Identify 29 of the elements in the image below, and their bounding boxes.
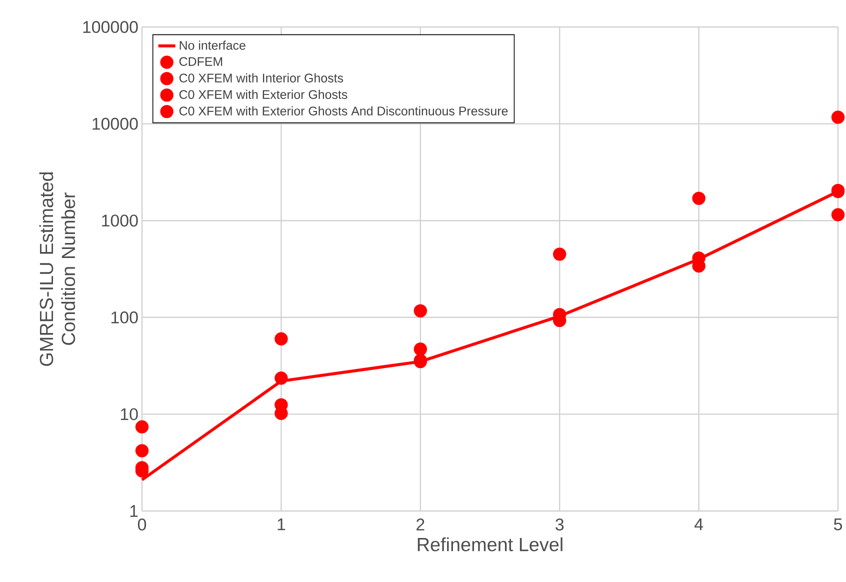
point (414, 304, 427, 318)
point (831, 208, 845, 222)
point (831, 110, 845, 124)
y-tick-label: 100000 (83, 21, 138, 34)
point (274, 332, 288, 346)
point (692, 192, 706, 205)
legend-label: C0 XFEM with Exterior Ghosts (179, 90, 348, 99)
y-tick-label: 100 (112, 311, 138, 324)
y-tick-label: 10 (120, 408, 138, 420)
y-tick-label: 1000 (102, 214, 138, 227)
point (553, 248, 566, 261)
point (414, 342, 427, 356)
x-tick-label: 4 (694, 518, 704, 530)
point (135, 444, 149, 458)
x-tick-label: 5 (834, 518, 842, 530)
y-tick-label: 10000 (92, 118, 138, 130)
x-tick-label: 3 (556, 518, 564, 531)
legend-label: C0 XFEM with Interior Ghosts (179, 73, 344, 82)
y-axis-title: GMRES-ILU Estimated Condition Number (39, 172, 76, 366)
x-tick-label: 2 (416, 518, 424, 530)
y-tick-label: 1 (130, 505, 138, 517)
legend-label: No interface (180, 40, 246, 50)
x-tick-label: 1 (278, 518, 286, 530)
point (274, 372, 288, 385)
legend-label: C0 XFEM with Exterior Ghosts And Discontinuous Pressure (179, 106, 508, 116)
point (135, 420, 149, 434)
legend-label: CDFEM (179, 57, 222, 66)
x-tick-label: 0 (138, 518, 146, 531)
x-axis-title: Refinement Level (418, 537, 562, 552)
